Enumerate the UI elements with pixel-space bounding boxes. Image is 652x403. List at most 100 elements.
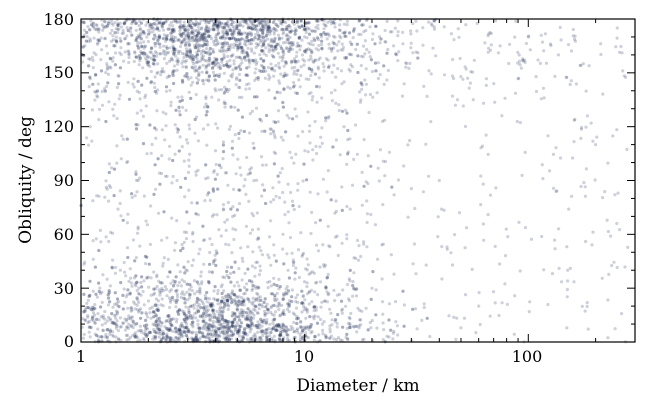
- scatter-point: [142, 194, 146, 198]
- scatter-point: [269, 44, 273, 49]
- scatter-point: [166, 275, 170, 279]
- scatter-point: [220, 57, 224, 61]
- scatter-point: [136, 225, 140, 229]
- scatter-point: [584, 125, 588, 129]
- scatter-point: [200, 314, 204, 318]
- scatter-point: [281, 247, 285, 251]
- scatter-point: [558, 156, 563, 160]
- scatter-point: [266, 308, 270, 312]
- scatter-point: [215, 309, 219, 313]
- scatter-point: [248, 168, 252, 172]
- scatter-point: [297, 78, 301, 82]
- scatter-point: [232, 45, 236, 50]
- scatter-point: [206, 105, 210, 109]
- scatter-point: [282, 324, 286, 328]
- scatter-point: [288, 30, 292, 34]
- scatter-point: [198, 291, 202, 295]
- scatter-point: [150, 22, 154, 27]
- scatter-point: [145, 276, 149, 280]
- scatter-point: [178, 308, 182, 312]
- scatter-point: [307, 129, 312, 133]
- scatter-point: [93, 313, 97, 317]
- scatter-point: [582, 181, 586, 185]
- scatter-point: [337, 108, 341, 113]
- scatter-point: [246, 245, 250, 249]
- scatter-point: [278, 91, 282, 95]
- scatter-point: [573, 34, 577, 38]
- scatter-point: [101, 316, 105, 320]
- scatter-point: [99, 292, 103, 296]
- scatter-point: [153, 41, 157, 46]
- scatter-point: [272, 317, 276, 322]
- scatter-point: [213, 78, 217, 82]
- scatter-point: [134, 38, 138, 42]
- scatter-point: [106, 72, 111, 76]
- scatter-point: [93, 303, 97, 307]
- scatter-point: [325, 190, 329, 194]
- scatter-point: [145, 255, 149, 259]
- scatter-point: [174, 289, 178, 293]
- scatter-point: [256, 236, 260, 240]
- scatter-point: [542, 49, 546, 53]
- scatter-point: [240, 303, 244, 307]
- scatter-point: [135, 289, 139, 293]
- scatter-point: [367, 50, 371, 54]
- scatter-point: [195, 296, 199, 300]
- scatter-point: [226, 307, 230, 312]
- scatter-point: [191, 239, 195, 244]
- scatter-point: [330, 318, 334, 322]
- scatter-point: [255, 324, 259, 328]
- scatter-point: [459, 326, 463, 330]
- scatter-point: [540, 163, 544, 167]
- scatter-point: [549, 43, 553, 48]
- scatter-point: [166, 328, 171, 332]
- scatter-point: [215, 39, 219, 43]
- scatter-point: [261, 28, 265, 32]
- scatter-point: [182, 329, 186, 333]
- scatter-point: [221, 310, 225, 314]
- scatter-point: [91, 82, 95, 86]
- scatter-point: [86, 306, 90, 310]
- scatter-point: [115, 85, 119, 89]
- scatter-point: [238, 288, 243, 293]
- scatter-point: [145, 223, 149, 227]
- scatter-point: [330, 70, 334, 74]
- scatter-point: [136, 178, 140, 183]
- scatter-point: [228, 333, 232, 338]
- scatter-point: [336, 313, 340, 317]
- scatter-point: [213, 177, 217, 181]
- scatter-point: [152, 293, 156, 297]
- scatter-point: [240, 256, 244, 260]
- scatter-point: [351, 284, 355, 288]
- scatter-point: [232, 62, 236, 66]
- scatter-point: [113, 291, 117, 295]
- scatter-point: [156, 26, 160, 30]
- scatter-point: [421, 190, 425, 194]
- scatter-point: [223, 40, 227, 44]
- scatter-point: [160, 25, 164, 29]
- scatter-point: [220, 88, 224, 92]
- scatter-point: [229, 280, 233, 284]
- scatter-point: [363, 52, 367, 56]
- scatter-point: [409, 32, 413, 36]
- y-tick-label-150: 150: [43, 63, 74, 82]
- scatter-point: [267, 47, 271, 51]
- scatter-point: [96, 41, 100, 45]
- scatter-point: [235, 76, 239, 80]
- scatter-point: [168, 327, 172, 331]
- scatter-point: [125, 26, 129, 30]
- scatter-point: [268, 127, 272, 131]
- scatter-point: [188, 296, 192, 300]
- scatter-point: [301, 328, 305, 333]
- scatter-point: [148, 30, 152, 35]
- scatter-point: [327, 42, 331, 46]
- scatter-point: [191, 22, 195, 26]
- scatter-point: [245, 39, 249, 43]
- scatter-point: [519, 66, 524, 70]
- scatter-point: [201, 33, 205, 38]
- scatter-point: [498, 44, 502, 48]
- scatter-point: [97, 28, 101, 32]
- scatter-point: [277, 61, 281, 65]
- scatter-point: [431, 46, 435, 50]
- scatter-point: [127, 337, 131, 341]
